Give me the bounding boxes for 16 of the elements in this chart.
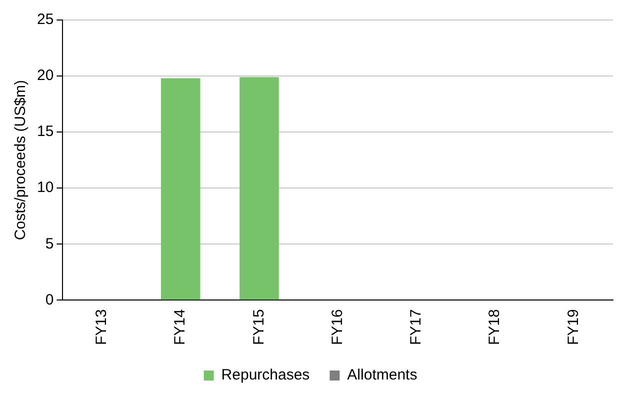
y-tick-label: 25: [36, 11, 54, 28]
x-tick-label: FY18: [486, 309, 504, 346]
x-tick-label: FY16: [328, 309, 346, 346]
y-tick-label: 15: [36, 123, 54, 140]
x-tick-label: FY13: [93, 309, 110, 346]
y-tick-label: 20: [36, 67, 54, 84]
y-tick-label: 0: [45, 291, 54, 308]
y-tick-label: 10: [36, 179, 54, 196]
y-axis-title: Costs/proceeds (US$m): [12, 80, 30, 240]
y-tick-label: 5: [45, 235, 54, 252]
x-tick-label: FY19: [564, 309, 582, 346]
x-tick-label: FY15: [250, 309, 268, 346]
legend-label: Repurchases: [221, 366, 310, 384]
x-tick-label: FY14: [172, 309, 189, 346]
x-tick-label: FY17: [408, 309, 425, 346]
legend-label: Allotments: [347, 366, 418, 384]
